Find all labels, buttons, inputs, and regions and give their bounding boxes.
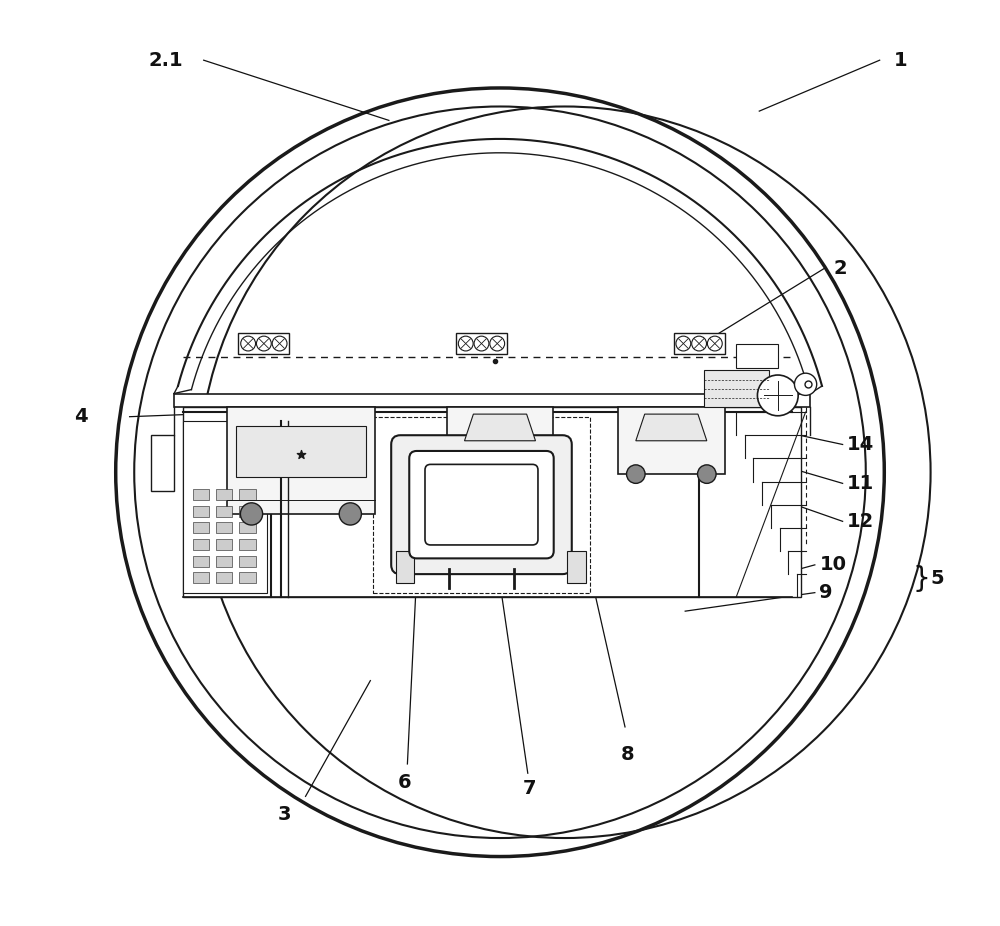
Circle shape bbox=[698, 465, 716, 483]
Bar bbox=[674, 333, 725, 354]
Bar bbox=[216, 539, 232, 550]
Bar bbox=[704, 370, 769, 407]
Bar bbox=[618, 407, 725, 474]
Bar bbox=[183, 421, 267, 593]
Polygon shape bbox=[636, 414, 707, 441]
Bar bbox=[193, 522, 209, 533]
Text: 4: 4 bbox=[74, 407, 88, 426]
Circle shape bbox=[676, 336, 691, 351]
Text: 7: 7 bbox=[523, 780, 537, 798]
Bar bbox=[236, 426, 366, 477]
Text: 14: 14 bbox=[847, 435, 875, 454]
Polygon shape bbox=[465, 414, 535, 441]
Bar bbox=[216, 572, 232, 583]
Bar bbox=[227, 407, 375, 514]
Bar bbox=[216, 556, 232, 567]
Circle shape bbox=[256, 336, 271, 351]
FancyBboxPatch shape bbox=[391, 435, 572, 574]
Text: }: } bbox=[912, 565, 930, 593]
Circle shape bbox=[627, 465, 645, 483]
Bar bbox=[567, 551, 586, 583]
Bar bbox=[193, 556, 209, 567]
FancyBboxPatch shape bbox=[409, 451, 554, 558]
Text: 5: 5 bbox=[931, 569, 944, 588]
Text: 12: 12 bbox=[847, 512, 875, 531]
Bar bbox=[193, 489, 209, 500]
Circle shape bbox=[272, 336, 287, 351]
Circle shape bbox=[339, 503, 361, 525]
Circle shape bbox=[455, 465, 474, 483]
Text: 3: 3 bbox=[278, 806, 291, 824]
Bar bbox=[239, 572, 256, 583]
Circle shape bbox=[526, 465, 545, 483]
Circle shape bbox=[241, 336, 256, 351]
Bar bbox=[736, 344, 778, 368]
FancyBboxPatch shape bbox=[425, 464, 538, 544]
Text: 11: 11 bbox=[847, 474, 875, 493]
Text: 9: 9 bbox=[819, 583, 833, 602]
Bar bbox=[216, 522, 232, 533]
Bar bbox=[239, 522, 256, 533]
Bar bbox=[239, 556, 256, 567]
Bar bbox=[239, 539, 256, 550]
Bar bbox=[239, 489, 256, 500]
Bar bbox=[238, 333, 289, 354]
Circle shape bbox=[240, 503, 263, 525]
Circle shape bbox=[794, 373, 817, 395]
Bar bbox=[239, 506, 256, 517]
Circle shape bbox=[757, 375, 798, 416]
Text: 8: 8 bbox=[620, 745, 634, 764]
Bar bbox=[447, 407, 553, 474]
Bar bbox=[193, 539, 209, 550]
Bar bbox=[373, 417, 590, 593]
Circle shape bbox=[474, 336, 489, 351]
Circle shape bbox=[692, 336, 706, 351]
Bar bbox=[193, 506, 209, 517]
Bar bbox=[193, 572, 209, 583]
Text: 6: 6 bbox=[398, 773, 412, 792]
Circle shape bbox=[458, 336, 473, 351]
Text: 10: 10 bbox=[819, 556, 846, 574]
Bar bbox=[151, 435, 174, 491]
Text: 2: 2 bbox=[833, 259, 847, 278]
Bar bbox=[456, 333, 507, 354]
Bar bbox=[396, 551, 414, 583]
Bar bbox=[216, 489, 232, 500]
Bar bbox=[216, 506, 232, 517]
Bar bbox=[183, 407, 801, 597]
Text: 2.1: 2.1 bbox=[148, 51, 183, 69]
Text: 1: 1 bbox=[894, 51, 907, 69]
Circle shape bbox=[707, 336, 722, 351]
Circle shape bbox=[490, 336, 505, 351]
Bar bbox=[174, 394, 810, 407]
